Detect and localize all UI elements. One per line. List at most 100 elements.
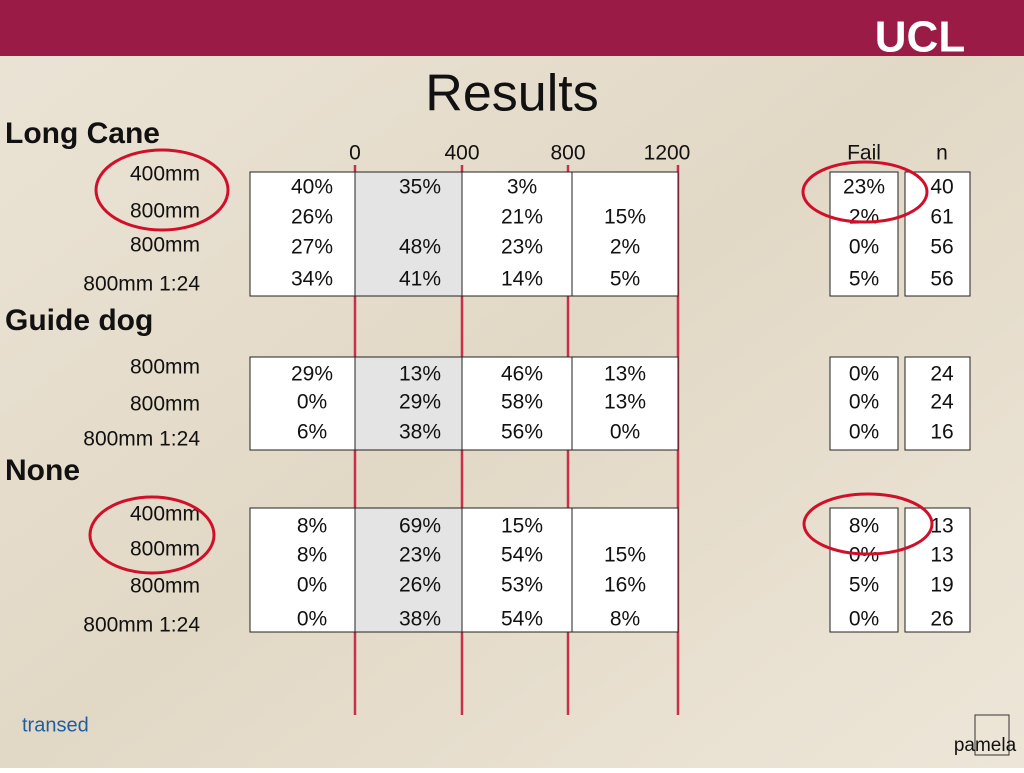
table-cell: 56 — [930, 236, 953, 259]
cell-box — [461, 507, 573, 633]
table-cell: 3% — [507, 176, 537, 199]
cell-box — [571, 171, 679, 297]
highlight-circle — [88, 495, 216, 575]
table-cell: 53% — [501, 574, 543, 597]
cell-box — [829, 171, 899, 297]
highlight-circle — [802, 492, 934, 556]
group-label: None — [5, 454, 80, 487]
row-label: 800mm — [130, 393, 200, 416]
results-table: 0 400 800 1200 Fail n Long Cane 400mm 40% 35% 3% 23… — [5, 117, 971, 637]
cell-box — [904, 171, 971, 297]
row-label: 800mm 1:24 — [83, 428, 200, 451]
table-cell: 19 — [930, 574, 953, 597]
cell-box — [354, 171, 463, 297]
table-cell: 69% — [399, 515, 441, 538]
slide-title: Results — [425, 65, 598, 123]
row-label: 800mm — [130, 575, 200, 598]
table-cell: 2% — [849, 206, 879, 229]
table-cell: 6% — [297, 421, 327, 444]
table-cell: 21% — [501, 206, 543, 229]
highlight-circle — [94, 148, 230, 232]
cell-box — [829, 507, 899, 633]
table-cell: 0% — [297, 608, 327, 631]
table-cell: 35% — [399, 176, 441, 199]
table-cell: 16 — [930, 421, 953, 444]
table-cell: 26 — [930, 608, 953, 631]
column-header: Fail — [847, 142, 881, 165]
pamela-icon — [974, 714, 1010, 756]
table-cell: 13% — [399, 363, 441, 386]
table-cell: 40% — [291, 176, 333, 199]
table-cell: 29% — [399, 391, 441, 414]
table-cell: 5% — [849, 574, 879, 597]
table-cell: 13% — [604, 391, 646, 414]
table-cell: 54% — [501, 544, 543, 567]
pamela-logo: pamela — [954, 735, 1017, 756]
table-cell: 56 — [930, 268, 953, 291]
table-cell: 0% — [849, 391, 879, 414]
table-cell: 13% — [604, 363, 646, 386]
table-cell: 5% — [610, 268, 640, 291]
table-cell: 38% — [399, 421, 441, 444]
row-label: 800mm — [130, 356, 200, 379]
cell-box — [829, 356, 899, 451]
table-cell: 23% — [501, 236, 543, 259]
table-cell: 24 — [930, 391, 954, 414]
column-header: n — [936, 142, 948, 165]
row-label: 400mm — [130, 163, 200, 186]
cell-box — [571, 507, 679, 633]
table-cell: 41% — [399, 268, 441, 291]
table-cell: 34% — [291, 268, 333, 291]
table-cell: 48% — [399, 236, 441, 259]
table-cell: 0% — [849, 608, 879, 631]
transed-logo: transed — [22, 714, 89, 736]
table-cell: 27% — [291, 236, 333, 259]
cell-box — [571, 356, 679, 451]
cell-box — [904, 356, 971, 451]
table-cell: 54% — [501, 608, 543, 631]
table-cell: 8% — [610, 608, 640, 631]
table-cell: 8% — [297, 515, 327, 538]
table-cell: 58% — [501, 391, 543, 414]
group-label: Guide dog — [5, 304, 153, 337]
table-cell: 5% — [849, 268, 879, 291]
table-cell: 15% — [604, 544, 646, 567]
table-cell: 15% — [604, 206, 646, 229]
table-cell: 0% — [849, 421, 879, 444]
table-cell: 61 — [930, 206, 953, 229]
cell-box — [249, 507, 356, 633]
table-cell: 0% — [297, 391, 327, 414]
table-cell: 23% — [843, 176, 885, 199]
cell-box — [904, 507, 971, 633]
table-cell: 0% — [297, 574, 327, 597]
table-cell: 40 — [930, 176, 953, 199]
table-cell: 38% — [399, 608, 441, 631]
table-cell: 56% — [501, 421, 543, 444]
table-cell: 13 — [930, 544, 953, 567]
cell-box — [354, 356, 463, 451]
table-cell: 46% — [501, 363, 543, 386]
row-label: 400mm — [130, 503, 200, 526]
table-cell: 26% — [291, 206, 333, 229]
highlight-circle — [801, 160, 929, 224]
top-bar — [0, 0, 1024, 56]
cell-box — [461, 171, 573, 297]
column-header: 0 — [349, 142, 361, 165]
column-header: 400 — [444, 142, 479, 165]
cell-box — [249, 356, 356, 451]
column-header: 1200 — [644, 142, 691, 165]
group-label: Long Cane — [5, 117, 160, 150]
table-cell: 29% — [291, 363, 333, 386]
row-label: 800mm — [130, 538, 200, 561]
row-label: 800mm 1:24 — [83, 273, 200, 296]
table-cell: 23% — [399, 544, 441, 567]
table-cell: 2% — [610, 236, 640, 259]
column-header: 800 — [550, 142, 585, 165]
table-cell: 16% — [604, 574, 646, 597]
table-cell: 15% — [501, 515, 543, 538]
table-cell: 0% — [849, 363, 879, 386]
table-cell: 26% — [399, 574, 441, 597]
table-cell: 0% — [610, 421, 640, 444]
row-label: 800mm 1:24 — [83, 614, 200, 637]
